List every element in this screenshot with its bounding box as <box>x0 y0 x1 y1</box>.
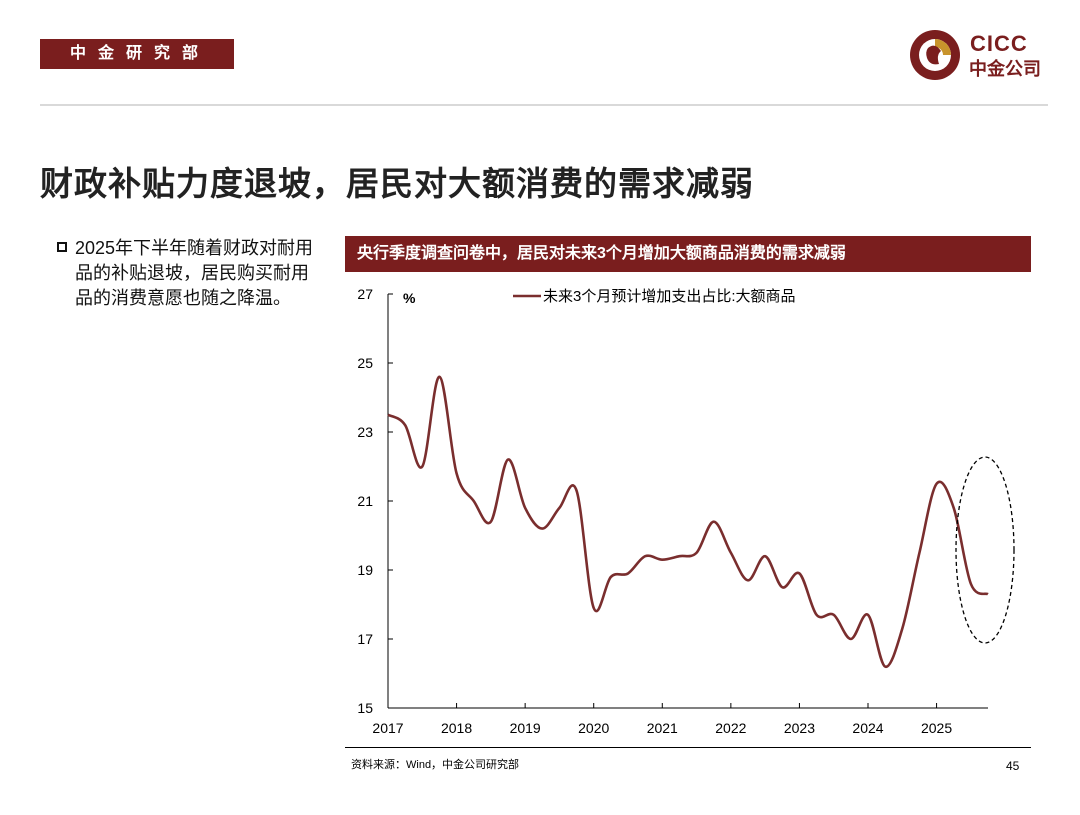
x-tick-label: 2017 <box>372 720 403 736</box>
y-tick-label: 19 <box>357 562 373 578</box>
bullet-text: 2025年下半年随着财政对耐用品的补贴退坡，居民购买耐用品的消费意愿也随之降温。 <box>75 238 314 308</box>
page-number: 45 <box>1006 759 1020 773</box>
source-note: 资料来源：Wind，中金公司研究部 <box>351 759 520 771</box>
highlight-ellipse <box>955 456 1015 644</box>
y-tick-label: 21 <box>357 493 373 509</box>
x-tick-label: 2022 <box>715 720 746 736</box>
cicc-logo-icon <box>910 30 960 80</box>
square-bullet-icon <box>57 242 67 252</box>
chart-title-banner: 央行季度调查问卷中，居民对未来3个月增加大额商品消费的需求减弱 <box>345 236 1031 272</box>
y-axis-unit: % <box>403 290 416 306</box>
x-tick-label: 2025 <box>921 720 952 736</box>
x-tick-label: 2020 <box>578 720 609 736</box>
series-line-0 <box>387 375 989 668</box>
cicc-logo: CICC 中金公司 <box>908 28 1054 82</box>
source-divider <box>345 747 1031 748</box>
y-tick-label: 23 <box>357 424 373 440</box>
x-tick-label: 2024 <box>852 720 883 736</box>
header-divider <box>40 104 1048 106</box>
y-tick-label: 17 <box>357 631 373 647</box>
page-title: 财政补贴力度退坡，居民对大额消费的需求减弱 <box>40 165 754 202</box>
logo-text-en: CICC <box>970 31 1028 56</box>
x-tick-label: 2021 <box>647 720 678 736</box>
line-chart: 15 17 19 21 23 25 27 2017 2018 2019 2020 2021 2022 20… <box>357 286 1015 736</box>
x-tick-label: 2019 <box>510 720 541 736</box>
x-tick-label: 2023 <box>784 720 815 736</box>
logo-text-cn: 中金公司 <box>969 59 1041 79</box>
legend-label: 未来3个月预计增加支出占比:大额商品 <box>543 288 796 305</box>
y-tick-label: 27 <box>357 286 373 302</box>
department-tag: 中金研究部 <box>40 39 234 69</box>
x-tick-label: 2018 <box>441 720 472 736</box>
y-tick-label: 15 <box>357 700 373 716</box>
bullet-point: 2025年下半年随着财政对耐用品的补贴退坡，居民购买耐用品的消费意愿也随之降温。 <box>57 236 317 311</box>
y-tick-label: 25 <box>357 355 373 371</box>
